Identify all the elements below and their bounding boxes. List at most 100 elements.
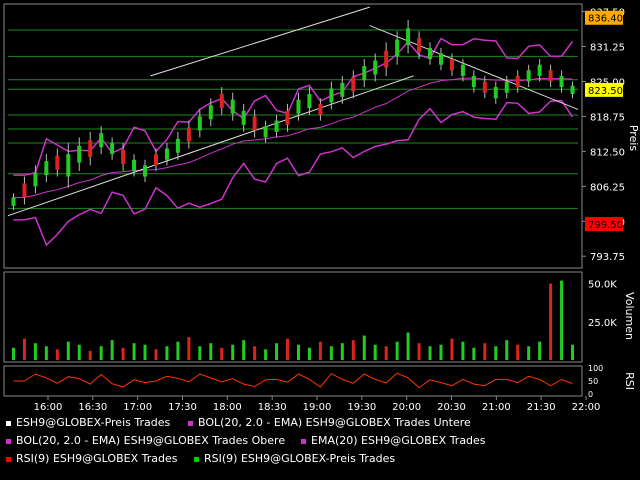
- volume-bar: [22, 338, 26, 360]
- volume-bar: [296, 344, 300, 360]
- candle-body: [252, 116, 257, 131]
- candle-body: [296, 99, 301, 114]
- volume-bar: [253, 346, 257, 360]
- volume-bar: [88, 350, 92, 360]
- candle-body: [219, 94, 224, 109]
- candle-body: [143, 165, 148, 177]
- candle-body: [548, 70, 553, 82]
- volume-bar: [33, 343, 37, 360]
- time-tick-label: 21:30: [527, 402, 556, 413]
- volume-bar: [121, 347, 125, 360]
- time-tick-label: 22:00: [572, 402, 601, 413]
- price-tick-label: 818.75: [590, 112, 625, 123]
- candle-body: [351, 77, 356, 92]
- candle-body: [110, 142, 115, 155]
- volume-bar: [110, 340, 114, 360]
- candle-body: [186, 127, 191, 142]
- volume-bar: [450, 338, 454, 360]
- time-tick-label: 16:30: [78, 402, 107, 413]
- candle-body: [208, 105, 213, 120]
- candle-body: [22, 183, 27, 198]
- volume-axis: 50.0K 25.0K: [588, 280, 617, 329]
- legend-swatch: [6, 420, 11, 426]
- time-tick-label: 18:30: [258, 402, 287, 413]
- candle-body: [493, 87, 498, 99]
- candle-body: [77, 145, 82, 163]
- volume-bar: [187, 337, 191, 360]
- legend-label: EMA(20) ESH9@GLOBEX Trades: [311, 434, 486, 447]
- candle-body: [384, 50, 389, 68]
- candle-body: [482, 81, 487, 93]
- candle-body: [88, 140, 93, 157]
- candle-body: [132, 159, 137, 171]
- price-tick-label: 806.25: [590, 182, 625, 193]
- candle-body: [417, 38, 422, 53]
- legend-label: BOL(20, 2.0 - EMA) ESH9@GLOBEX Trades Ob…: [16, 434, 286, 447]
- volume-bar: [483, 343, 487, 360]
- price-badges: 836.40 823.50 799.50: [585, 10, 623, 232]
- candle-body: [395, 39, 400, 57]
- candle-body: [99, 133, 104, 148]
- candle-body: [307, 94, 312, 109]
- legend-item-bol-upper: BOL(20, 2.0 - EMA) ESH9@GLOBEX Trades Ob…: [6, 434, 285, 447]
- legend-item-rsi: RSI(9) ESH9@GLOBEX Trades: [6, 452, 177, 465]
- price-tick-label: 831.25: [590, 43, 625, 54]
- volume-bar: [99, 346, 103, 360]
- volume-bar: [395, 341, 399, 360]
- volume-bar: [571, 344, 575, 360]
- price-panel-frame: [3, 3, 583, 269]
- volume-bars: [11, 280, 575, 360]
- volume-bar: [384, 346, 388, 360]
- candle-body: [526, 70, 531, 82]
- volume-bar: [55, 349, 59, 360]
- candle-body: [570, 85, 575, 95]
- volume-bar: [307, 347, 311, 360]
- volume-bar: [209, 343, 213, 360]
- candle-body: [285, 110, 290, 125]
- time-tick-label: 19:00: [303, 402, 332, 413]
- volume-bar: [176, 341, 180, 360]
- price-candles: [11, 19, 575, 211]
- volume-bar: [132, 343, 136, 360]
- time-tick-label: 17:30: [168, 402, 197, 413]
- volume-bar: [143, 344, 147, 360]
- rsi-panel-frame: [3, 365, 583, 397]
- volume-bar: [527, 346, 531, 360]
- candle-body: [460, 64, 465, 76]
- volume-bar: [44, 346, 48, 360]
- bollinger-upper-line: [13, 37, 574, 176]
- volume-bar: [406, 332, 410, 360]
- volume-bar: [560, 280, 564, 360]
- volume-tick-label: 25.0K: [588, 318, 617, 329]
- candle-body: [11, 197, 16, 206]
- volume-bar: [351, 340, 355, 360]
- rsi-line: [13, 372, 573, 389]
- legend-item-ema: EMA(20) ESH9@GLOBEX Trades: [301, 434, 486, 447]
- volume-bar: [472, 347, 476, 360]
- volume-bar: [329, 346, 333, 360]
- time-tick-label: 20:30: [437, 402, 466, 413]
- candle-body: [504, 81, 509, 93]
- time-tick-label: 16:00: [34, 402, 63, 413]
- legend-label: BOL(20, 2.0 - EMA) ESH9@GLOBEX Trades Un…: [198, 416, 471, 429]
- legend-swatch: [301, 438, 306, 444]
- time-tick-label: 17:00: [123, 402, 152, 413]
- volume-bar: [461, 341, 465, 360]
- candle-body: [121, 149, 126, 164]
- candle-body: [362, 66, 367, 81]
- volume-bar: [11, 347, 15, 360]
- volume-bar: [242, 340, 246, 360]
- legend-swatch: [6, 456, 11, 462]
- price-tick-label: 793.75: [590, 252, 625, 263]
- rsi-axis: 100 50 0: [588, 364, 603, 399]
- candle-body: [263, 126, 268, 138]
- price-badge-label: 823.50: [588, 86, 623, 97]
- volume-bar: [66, 341, 70, 360]
- price-badge-label: 836.40: [588, 14, 623, 25]
- volume-bar: [264, 349, 268, 360]
- volume-bar: [516, 344, 520, 360]
- candle-body: [373, 60, 378, 75]
- rsi-tick-label: 0: [588, 390, 593, 399]
- volume-bar: [373, 344, 377, 360]
- time-tick-label: 18:00: [213, 402, 242, 413]
